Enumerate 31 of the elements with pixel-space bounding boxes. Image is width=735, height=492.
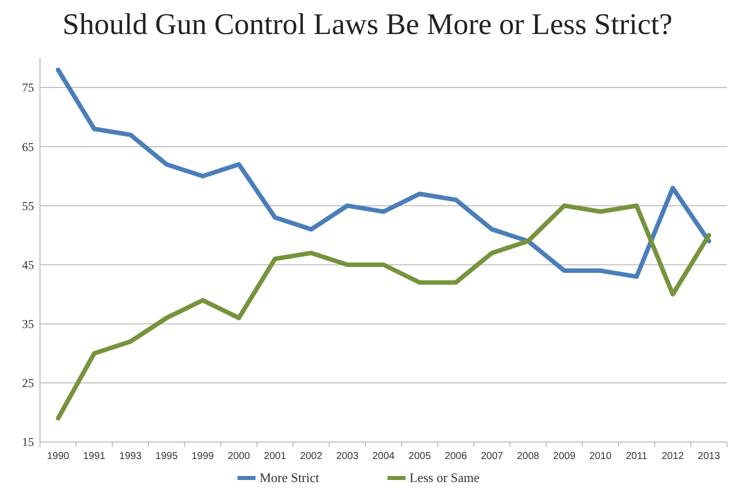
x-tick-label: 1999: [192, 451, 214, 462]
line-series: [56, 68, 712, 279]
y-tick-label: 25: [22, 376, 34, 390]
x-tick-label: 2013: [698, 451, 720, 462]
x-tick-label: 2004: [372, 451, 396, 462]
x-tick-label: 2000: [228, 451, 250, 462]
legend-label: Less or Same: [410, 470, 480, 485]
x-tick-label: 2007: [480, 451, 504, 462]
y-tick-label: 35: [22, 317, 34, 332]
y-tick-label: 45: [22, 258, 34, 272]
chart-title: Should Gun Control Laws Be More or Less Strict?: [62, 8, 672, 41]
x-tick-label: 1990: [46, 451, 70, 462]
x-tick-label: 2002: [300, 451, 323, 462]
x-tick-label: 2006: [444, 451, 468, 462]
x-tick-label: 1995: [155, 451, 178, 462]
x-tick-label: 2009: [553, 451, 576, 462]
x-tick-label: 1993: [119, 451, 142, 462]
y-tick-label: 75: [22, 80, 34, 95]
x-tick-label: 2012: [662, 451, 684, 462]
x-tick-label: 2003: [336, 451, 359, 462]
line-series: [56, 203, 712, 421]
y-tick-label: 65: [22, 140, 34, 154]
x-tick-label: 2010: [589, 451, 612, 462]
legend-label: More Strict: [260, 470, 320, 485]
x-tick-label: 1991: [83, 451, 106, 462]
x-tick-label: 2008: [517, 451, 540, 462]
y-tick-label: 15: [22, 435, 34, 450]
y-tick-label: 55: [22, 198, 34, 213]
x-tick-label: 2005: [408, 451, 432, 462]
x-tick-label: 2001: [264, 451, 287, 462]
x-tick-label: 2011: [626, 451, 648, 462]
